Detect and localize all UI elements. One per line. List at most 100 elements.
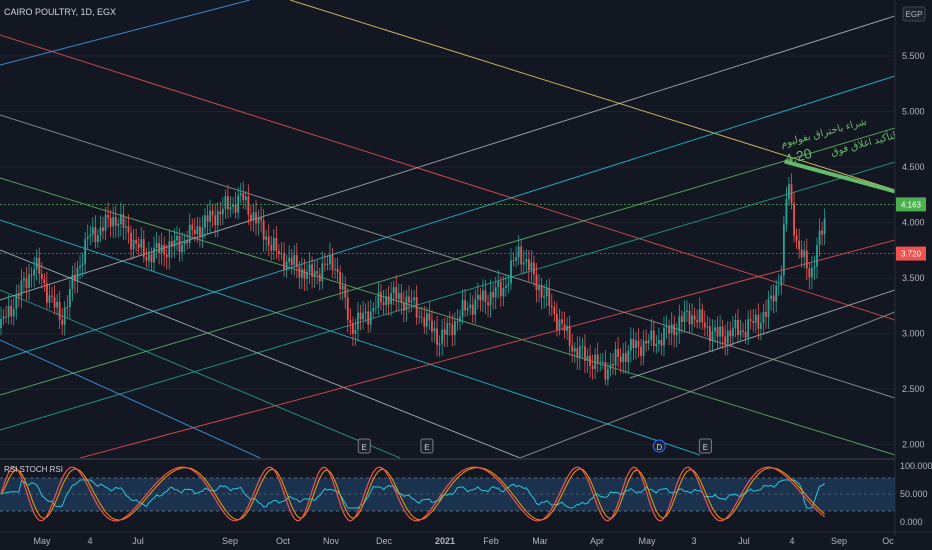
- candle-body[interactable]: [74, 274, 76, 282]
- candle-body[interactable]: [454, 321, 456, 336]
- candle-body[interactable]: [178, 235, 181, 252]
- candle-body[interactable]: [10, 305, 13, 317]
- candle-body[interactable]: [385, 296, 387, 305]
- candle-body[interactable]: [527, 259, 530, 271]
- candle-body[interactable]: [290, 257, 293, 266]
- candle-body[interactable]: [765, 311, 767, 317]
- candle-body[interactable]: [145, 256, 148, 261]
- candle-body[interactable]: [591, 365, 594, 369]
- candle-body[interactable]: [428, 313, 431, 321]
- candle-body[interactable]: [99, 227, 102, 236]
- candle-body[interactable]: [43, 279, 46, 284]
- candle-body[interactable]: [362, 313, 364, 320]
- candle-body[interactable]: [780, 275, 783, 286]
- candle-body[interactable]: [109, 217, 112, 227]
- candle-body[interactable]: [418, 316, 421, 318]
- candle-body[interactable]: [627, 350, 630, 362]
- candle-body[interactable]: [369, 311, 372, 325]
- candle-body[interactable]: [7, 305, 10, 318]
- candle-body[interactable]: [219, 211, 222, 215]
- candle-body[interactable]: [645, 340, 648, 344]
- oscillator-lines[interactable]: [0, 466, 825, 522]
- candle-body[interactable]: [760, 323, 762, 329]
- candle-body[interactable]: [15, 293, 18, 310]
- trendline[interactable]: [0, 75, 895, 361]
- candle-body[interactable]: [492, 291, 495, 298]
- candle-body[interactable]: [346, 297, 349, 321]
- candle-body[interactable]: [594, 354, 597, 369]
- candle-body[interactable]: [395, 287, 398, 300]
- candle-body[interactable]: [747, 319, 750, 338]
- candle-body[interactable]: [739, 330, 742, 336]
- candle-body[interactable]: [788, 184, 790, 200]
- candle-body[interactable]: [658, 339, 660, 344]
- candle-body[interactable]: [777, 285, 780, 287]
- candle-body[interactable]: [665, 326, 668, 328]
- candle-body[interactable]: [283, 253, 285, 271]
- candle-body[interactable]: [97, 235, 99, 243]
- candle-body[interactable]: [201, 227, 204, 238]
- trendline[interactable]: [0, 114, 895, 399]
- candle-body[interactable]: [474, 299, 477, 315]
- trendline[interactable]: [0, 127, 895, 396]
- candle-body[interactable]: [749, 319, 752, 321]
- candle-body[interactable]: [306, 272, 308, 279]
- candle-body[interactable]: [308, 264, 311, 273]
- candle-body[interactable]: [443, 329, 446, 335]
- candle-body[interactable]: [431, 320, 433, 332]
- candle-body[interactable]: [752, 320, 755, 323]
- candle-body[interactable]: [265, 236, 268, 240]
- candle-body[interactable]: [148, 254, 150, 261]
- candle-body[interactable]: [140, 239, 143, 248]
- candle-body[interactable]: [349, 320, 352, 323]
- candle-body[interactable]: [607, 368, 609, 380]
- candle-body[interactable]: [617, 349, 619, 357]
- candle-body[interactable]: [183, 241, 186, 245]
- trendline[interactable]: [0, 249, 521, 458]
- candle-body[interactable]: [757, 314, 760, 329]
- event-marker-earnings[interactable]: E: [357, 438, 371, 454]
- stoch-k-line[interactable]: [0, 466, 825, 522]
- candle-body[interactable]: [374, 307, 377, 309]
- main-pane[interactable]: [0, 0, 895, 458]
- candle-body[interactable]: [117, 224, 120, 226]
- candle-body[interactable]: [482, 290, 484, 301]
- candle-body[interactable]: [344, 285, 347, 298]
- candle-body[interactable]: [125, 226, 127, 228]
- candle-body[interactable]: [742, 330, 744, 332]
- candle-body[interactable]: [216, 211, 219, 226]
- candle-body[interactable]: [247, 196, 250, 215]
- candle-body[interactable]: [400, 292, 403, 303]
- candle-body[interactable]: [323, 263, 326, 265]
- candle-body[interactable]: [410, 300, 413, 303]
- trendline[interactable]: [0, 289, 401, 458]
- candle-body[interactable]: [507, 283, 510, 286]
- candle-body[interactable]: [805, 250, 808, 269]
- candle-body[interactable]: [397, 292, 400, 300]
- candle-body[interactable]: [502, 288, 505, 297]
- candle-body[interactable]: [601, 362, 604, 364]
- candle-body[interactable]: [339, 272, 342, 290]
- candle-body[interactable]: [17, 293, 20, 297]
- candle-body[interactable]: [334, 269, 336, 271]
- candle-body[interactable]: [61, 319, 64, 325]
- indicator-title[interactable]: RSI STOCH RSI: [4, 465, 63, 474]
- candle-body[interactable]: [448, 323, 451, 325]
- candle-body[interactable]: [525, 259, 528, 263]
- candle-body[interactable]: [640, 346, 642, 356]
- candle-body[interactable]: [165, 254, 168, 258]
- candle-body[interactable]: [288, 257, 291, 262]
- candle-body[interactable]: [520, 246, 523, 265]
- candle-body[interactable]: [476, 294, 479, 300]
- candle-body[interactable]: [821, 230, 823, 235]
- candle-body[interactable]: [199, 226, 201, 238]
- candle-body[interactable]: [0, 318, 2, 328]
- candle-body[interactable]: [533, 262, 535, 275]
- candle-body[interactable]: [642, 340, 645, 356]
- candle-body[interactable]: [459, 316, 461, 322]
- candle-body[interactable]: [53, 297, 56, 308]
- candle-body[interactable]: [380, 292, 382, 303]
- candle-body[interactable]: [413, 297, 415, 301]
- candle-body[interactable]: [176, 235, 178, 241]
- candle-body[interactable]: [377, 292, 380, 308]
